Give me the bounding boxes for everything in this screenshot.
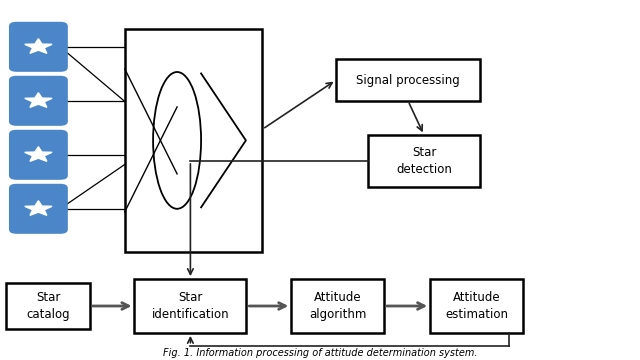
Text: Fig. 1. Information processing of attitude determination system.: Fig. 1. Information processing of attitu… xyxy=(163,348,477,358)
FancyBboxPatch shape xyxy=(9,184,68,234)
FancyBboxPatch shape xyxy=(9,76,68,126)
Text: Attitude
algorithm: Attitude algorithm xyxy=(309,291,366,321)
Bar xyxy=(368,135,480,187)
Text: Signal processing: Signal processing xyxy=(356,73,460,87)
FancyBboxPatch shape xyxy=(9,22,68,72)
Bar xyxy=(430,279,523,333)
Text: Star
identification: Star identification xyxy=(152,291,229,321)
Bar xyxy=(125,29,262,252)
Bar xyxy=(6,283,90,329)
Text: Attitude
estimation: Attitude estimation xyxy=(445,291,508,321)
Bar xyxy=(336,59,480,101)
FancyBboxPatch shape xyxy=(9,130,68,180)
Bar xyxy=(134,279,246,333)
Polygon shape xyxy=(25,39,52,53)
Bar xyxy=(291,279,384,333)
Polygon shape xyxy=(25,93,52,107)
Polygon shape xyxy=(25,201,52,215)
Text: Star
detection: Star detection xyxy=(396,146,452,176)
Text: Star
catalog: Star catalog xyxy=(26,291,70,321)
Polygon shape xyxy=(25,147,52,161)
